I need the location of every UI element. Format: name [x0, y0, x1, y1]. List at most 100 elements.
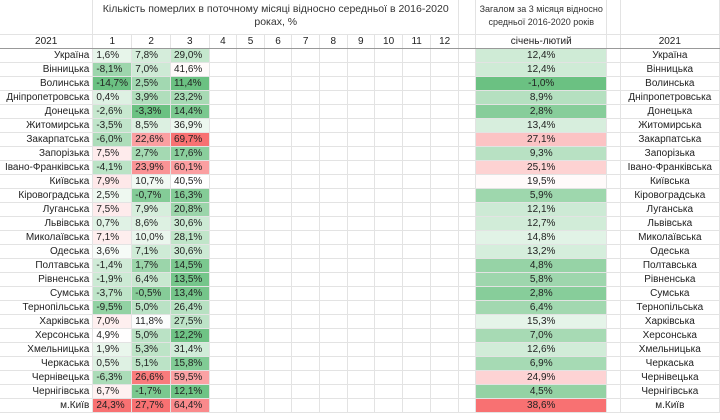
spacer-cell[interactable] [606, 160, 621, 175]
region-name-cell[interactable]: м.Київ [0, 398, 94, 413]
total-cell[interactable]: 15,3% [475, 314, 608, 329]
month-4-cell[interactable] [209, 398, 238, 413]
month-3-cell[interactable]: 30,6% [170, 244, 210, 259]
month-4-cell[interactable] [209, 160, 238, 175]
spacer-cell[interactable] [458, 34, 477, 49]
region-name-cell[interactable]: Україна [0, 48, 94, 63]
month-9-cell[interactable] [347, 216, 376, 231]
total-cell[interactable]: 7,0% [475, 328, 608, 343]
month-7-cell[interactable] [291, 76, 320, 91]
month-8-cell[interactable] [319, 258, 348, 273]
month-5-cell[interactable] [236, 314, 265, 329]
month-6-cell[interactable] [264, 90, 293, 105]
month-1-cell[interactable]: -8,1% [92, 62, 133, 77]
region-name-cell-right[interactable]: Чернівецька [620, 370, 720, 385]
month-9-cell[interactable] [347, 160, 376, 175]
month-9-cell[interactable] [347, 286, 376, 301]
month-1-cell[interactable]: 4,9% [92, 328, 133, 343]
month-5-cell[interactable] [236, 90, 265, 105]
month-1-cell[interactable]: 7,5% [92, 202, 133, 217]
month-5-cell[interactable] [236, 188, 265, 203]
month-6-cell[interactable] [264, 188, 293, 203]
month-12-cell[interactable] [430, 258, 460, 273]
month-1-cell[interactable]: 7,0% [92, 314, 133, 329]
month-3-cell[interactable]: 27,5% [170, 314, 210, 329]
month-5-cell[interactable] [236, 104, 265, 119]
month-9-cell[interactable] [347, 48, 376, 63]
spacer-cell[interactable] [606, 258, 621, 273]
region-name-cell-right[interactable]: Донецька [620, 104, 720, 119]
month-3-cell[interactable]: 14,4% [170, 104, 210, 119]
month-4-cell[interactable] [209, 230, 238, 245]
month-6-cell[interactable] [264, 104, 293, 119]
month-2-cell[interactable]: 2,7% [131, 146, 171, 161]
month-4-cell[interactable] [209, 258, 238, 273]
month-6-cell[interactable] [264, 174, 293, 189]
region-name-cell[interactable]: Херсонська [0, 328, 94, 343]
month-12-cell[interactable] [430, 398, 460, 413]
month-12-cell[interactable] [430, 328, 460, 343]
month-3-cell[interactable]: 30,6% [170, 216, 210, 231]
spacer-cell[interactable] [606, 62, 621, 77]
month-9-cell[interactable] [347, 356, 376, 371]
month-7-cell[interactable] [291, 230, 320, 245]
total-cell[interactable]: 6,9% [475, 356, 608, 371]
spacer-cell[interactable] [458, 314, 477, 329]
header-month-7[interactable]: 7 [291, 34, 320, 49]
month-7-cell[interactable] [291, 90, 320, 105]
month-3-cell[interactable]: 26,4% [170, 300, 210, 315]
month-9-cell[interactable] [347, 384, 376, 399]
month-8-cell[interactable] [319, 286, 348, 301]
month-3-cell[interactable]: 28,1% [170, 230, 210, 245]
month-1-cell[interactable]: 7,9% [92, 174, 133, 189]
region-name-cell[interactable]: Івано-Франківська [0, 160, 94, 175]
month-6-cell[interactable] [264, 258, 293, 273]
month-4-cell[interactable] [209, 90, 238, 105]
month-10-cell[interactable] [374, 216, 404, 231]
month-10-cell[interactable] [374, 132, 404, 147]
month-12-cell[interactable] [430, 244, 460, 259]
month-12-cell[interactable] [430, 48, 460, 63]
month-10-cell[interactable] [374, 384, 404, 399]
spacer-cell[interactable] [606, 34, 621, 49]
month-7-cell[interactable] [291, 146, 320, 161]
total-cell[interactable]: 6,4% [475, 300, 608, 315]
month-8-cell[interactable] [319, 104, 348, 119]
month-5-cell[interactable] [236, 76, 265, 91]
month-8-cell[interactable] [319, 90, 348, 105]
month-12-cell[interactable] [430, 314, 460, 329]
month-10-cell[interactable] [374, 90, 404, 105]
month-7-cell[interactable] [291, 356, 320, 371]
spacer-cell[interactable] [458, 48, 477, 63]
month-9-cell[interactable] [347, 342, 376, 357]
month-10-cell[interactable] [374, 328, 404, 343]
region-name-cell-right[interactable]: Івано-Франківська [620, 160, 720, 175]
month-6-cell[interactable] [264, 146, 293, 161]
month-2-cell[interactable]: 8,6% [131, 216, 171, 231]
month-5-cell[interactable] [236, 286, 265, 301]
month-10-cell[interactable] [374, 146, 404, 161]
month-8-cell[interactable] [319, 272, 348, 287]
spacer-cell[interactable] [458, 370, 477, 385]
month-10-cell[interactable] [374, 356, 404, 371]
spacer-cell[interactable] [606, 300, 621, 315]
month-2-cell[interactable]: 7,9% [131, 202, 171, 217]
month-6-cell[interactable] [264, 356, 293, 371]
month-10-cell[interactable] [374, 230, 404, 245]
month-12-cell[interactable] [430, 272, 460, 287]
region-name-cell-right[interactable]: Одеська [620, 244, 720, 259]
total-cell[interactable]: -1,0% [475, 76, 608, 91]
month-6-cell[interactable] [264, 398, 293, 413]
month-11-cell[interactable] [402, 244, 432, 259]
month-6-cell[interactable] [264, 244, 293, 259]
header-month-10[interactable]: 10 [374, 34, 404, 49]
month-6-cell[interactable] [264, 370, 293, 385]
month-11-cell[interactable] [402, 258, 432, 273]
month-9-cell[interactable] [347, 62, 376, 77]
spacer-cell[interactable] [458, 384, 477, 399]
header-month-11[interactable]: 11 [402, 34, 432, 49]
month-7-cell[interactable] [291, 104, 320, 119]
month-4-cell[interactable] [209, 244, 238, 259]
region-name-cell[interactable]: Волинська [0, 76, 94, 91]
month-10-cell[interactable] [374, 48, 404, 63]
